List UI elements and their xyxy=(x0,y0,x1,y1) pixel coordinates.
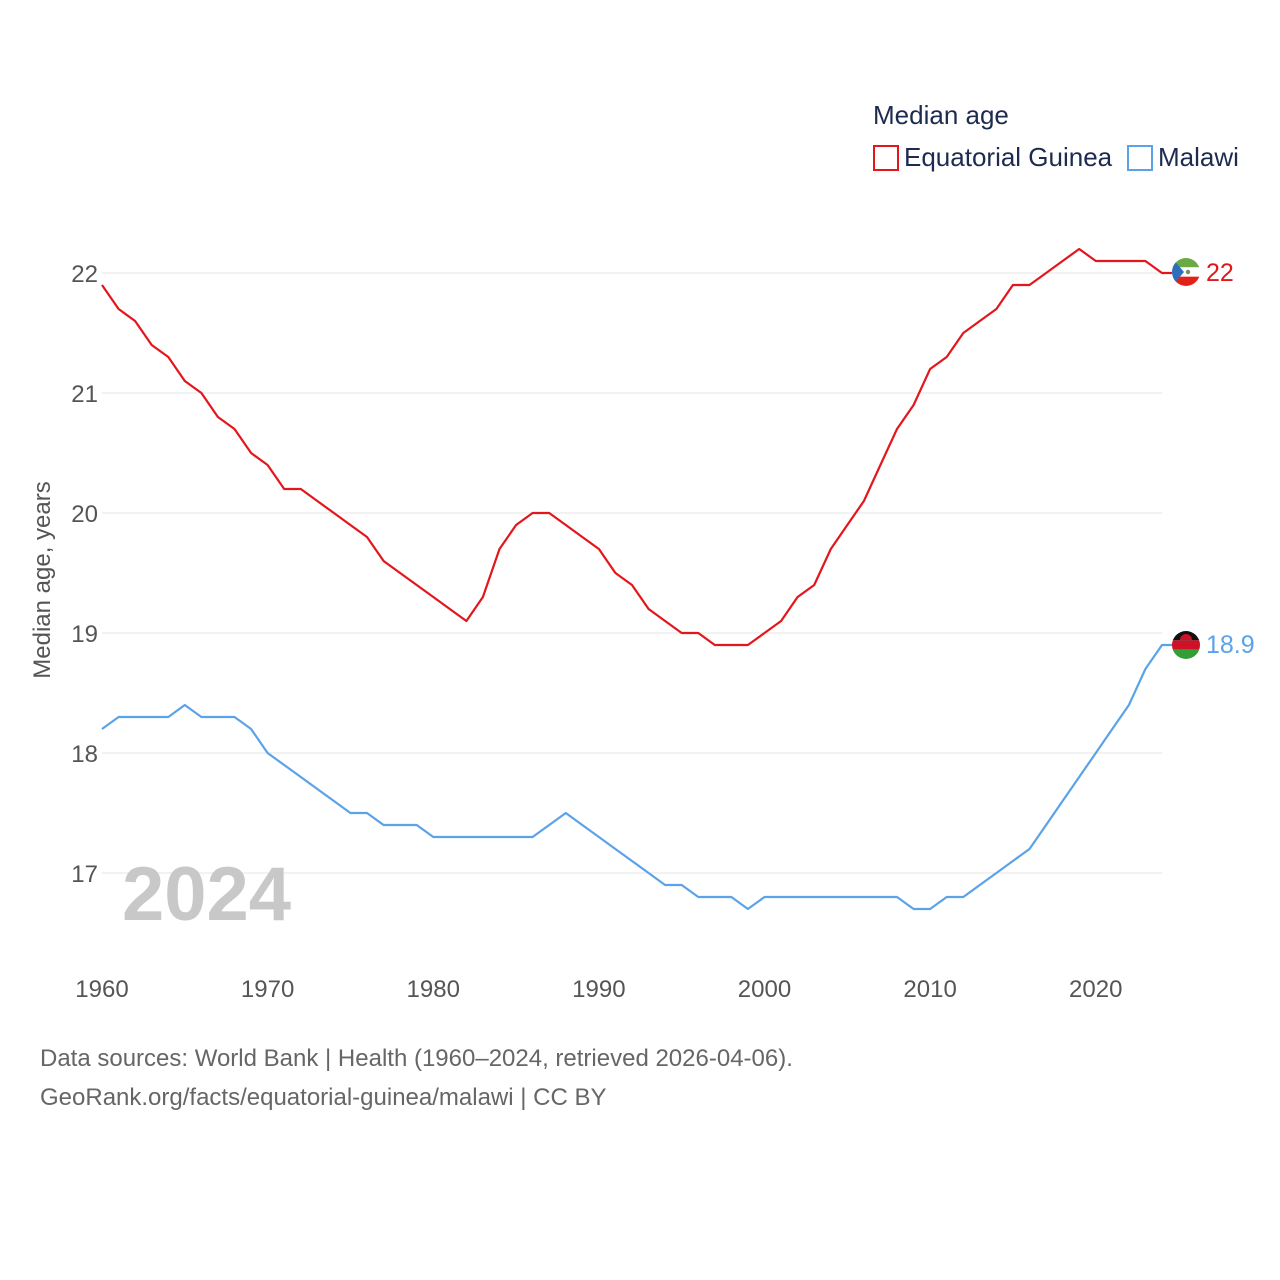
y-tick-label-18: 18 xyxy=(71,741,98,768)
y-tick-label-22: 22 xyxy=(71,261,98,288)
legend-label-malawi[interactable]: Malawi xyxy=(1158,142,1239,172)
line-chart: 17 18 19 20 21 22 1960 1970 1980 1990 2000 2010 202… xyxy=(29,100,1255,1003)
legend-swatch-malawi[interactable] xyxy=(1127,145,1153,171)
x-axis: 1960 1970 1980 1990 2000 2010 2020 xyxy=(75,976,1122,1003)
end-value-label-malawi: 18.9 xyxy=(1206,631,1255,659)
x-tick-label-2020: 2020 xyxy=(1069,976,1122,1003)
x-tick-label-1980: 1980 xyxy=(407,976,460,1003)
x-tick-label-2000: 2000 xyxy=(738,976,791,1003)
legend-label-equatorial-guinea[interactable]: Equatorial Guinea xyxy=(904,142,1113,172)
end-value-label-equatorial-guinea: 22 xyxy=(1206,259,1234,287)
year-watermark: 2024 xyxy=(122,852,291,937)
y-axis-label: Median age, years xyxy=(29,481,56,678)
legend-title: Median age xyxy=(873,100,1009,130)
x-tick-label-1990: 1990 xyxy=(572,976,625,1003)
y-tick-label-20: 20 xyxy=(71,501,98,528)
footer-attribution[interactable]: GeoRank.org/facts/equatorial-guinea/mala… xyxy=(40,1084,607,1111)
footer-sources: Data sources: World Bank | Health (1960–… xyxy=(40,1045,793,1072)
series-line-malawi[interactable] xyxy=(101,643,1174,911)
end-markers: 22 18.9 xyxy=(1206,259,1255,659)
series-lines xyxy=(101,247,1174,911)
y-axis: 17 18 19 20 21 22 xyxy=(71,261,98,888)
y-tick-label-17: 17 xyxy=(71,861,98,888)
legend-swatch-equatorial-guinea[interactable] xyxy=(873,145,899,171)
x-tick-label-2010: 2010 xyxy=(903,976,956,1003)
x-tick-label-1970: 1970 xyxy=(241,976,294,1003)
y-tick-label-21: 21 xyxy=(71,381,98,408)
grid xyxy=(102,272,1162,874)
legend: Median age Equatorial Guinea Malawi xyxy=(873,100,1239,172)
series-line-equatorial-guinea[interactable] xyxy=(101,247,1174,647)
malawi-flag-icon xyxy=(1172,631,1200,659)
y-tick-label-19: 19 xyxy=(71,621,98,648)
equatorial-guinea-flag-icon xyxy=(1172,258,1200,286)
x-tick-label-1960: 1960 xyxy=(75,976,128,1003)
